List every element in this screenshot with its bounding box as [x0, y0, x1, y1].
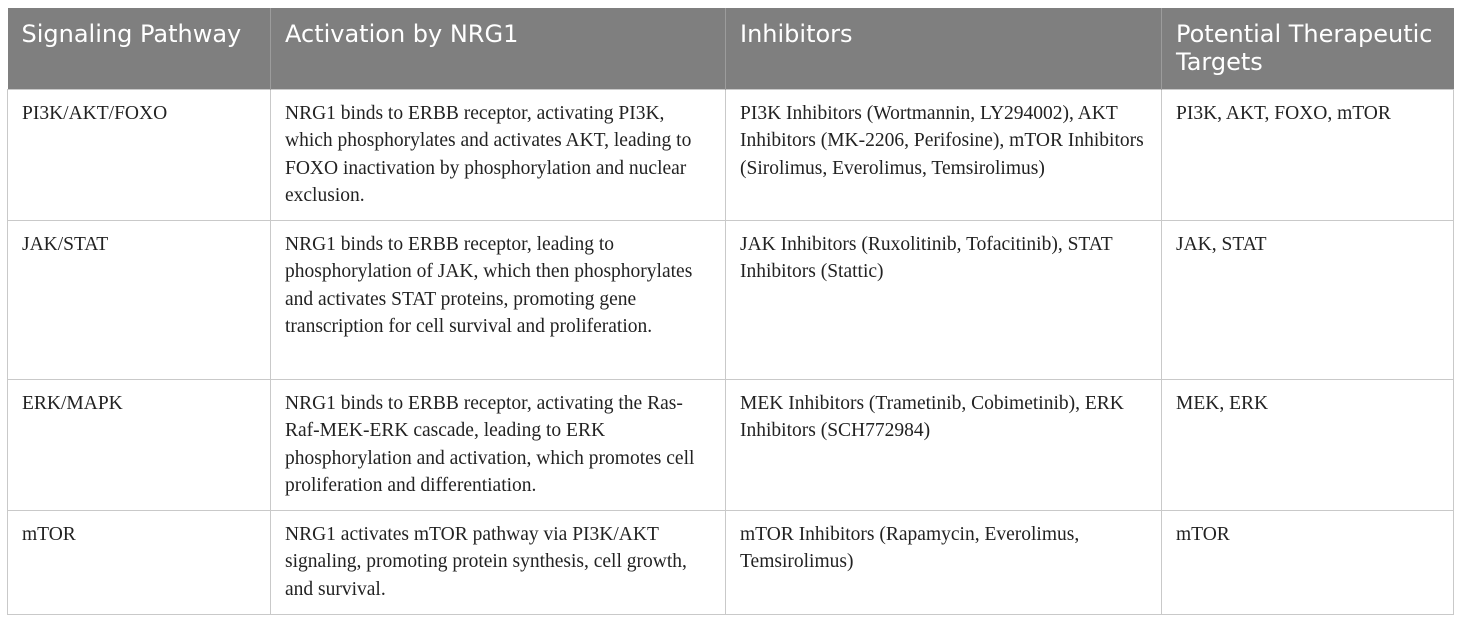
table-row: ERK/MAPK NRG1 binds to ERBB receptor, ac…	[7, 378, 1454, 511]
cell-pathway: PI3K/AKT/FOXO	[7, 88, 271, 221]
cell-activation: NRG1 binds to ERBB receptor, activating …	[270, 88, 726, 221]
header-signaling-pathway: Signaling Pathway	[7, 8, 271, 89]
cell-targets: mTOR	[1161, 509, 1454, 615]
table-row: JAK/STAT NRG1 binds to ERBB receptor, le…	[7, 219, 1454, 380]
signaling-pathway-table: Signaling Pathway Activation by NRG1 Inh…	[7, 8, 1454, 615]
cell-activation: NRG1 binds to ERBB receptor, leading to …	[270, 219, 726, 380]
cell-inhibitors: mTOR Inhibitors (Rapamycin, Everolimus, …	[725, 509, 1162, 615]
table-body: PI3K/AKT/FOXO NRG1 binds to ERBB recepto…	[7, 88, 1454, 615]
table-row: PI3K/AKT/FOXO NRG1 binds to ERBB recepto…	[7, 88, 1454, 221]
cell-targets: PI3K, AKT, FOXO, mTOR	[1161, 88, 1454, 221]
table-row: mTOR NRG1 activates mTOR pathway via PI3…	[7, 509, 1454, 615]
header-inhibitors: Inhibitors	[725, 8, 1162, 89]
cell-inhibitors: MEK Inhibitors (Trametinib, Cobimetinib)…	[725, 378, 1162, 511]
cell-targets: MEK, ERK	[1161, 378, 1454, 511]
header-activation-by-nrg1: Activation by NRG1	[270, 8, 726, 89]
header-row: Signaling Pathway Activation by NRG1 Inh…	[7, 8, 1454, 89]
cell-inhibitors: PI3K Inhibitors (Wortmannin, LY294002), …	[725, 88, 1162, 221]
cell-pathway: ERK/MAPK	[7, 378, 271, 511]
cell-activation: NRG1 activates mTOR pathway via PI3K/AKT…	[270, 509, 726, 615]
cell-pathway: mTOR	[7, 509, 271, 615]
cell-pathway: JAK/STAT	[7, 219, 271, 380]
table-header: Signaling Pathway Activation by NRG1 Inh…	[7, 8, 1454, 89]
cell-activation: NRG1 binds to ERBB receptor, activating …	[270, 378, 726, 511]
cell-inhibitors: JAK Inhibitors (Ruxolitinib, Tofacitinib…	[725, 219, 1162, 380]
header-potential-therapeutic-targets: Potential Therapeutic Targets	[1161, 8, 1454, 89]
cell-targets: JAK, STAT	[1161, 219, 1454, 380]
